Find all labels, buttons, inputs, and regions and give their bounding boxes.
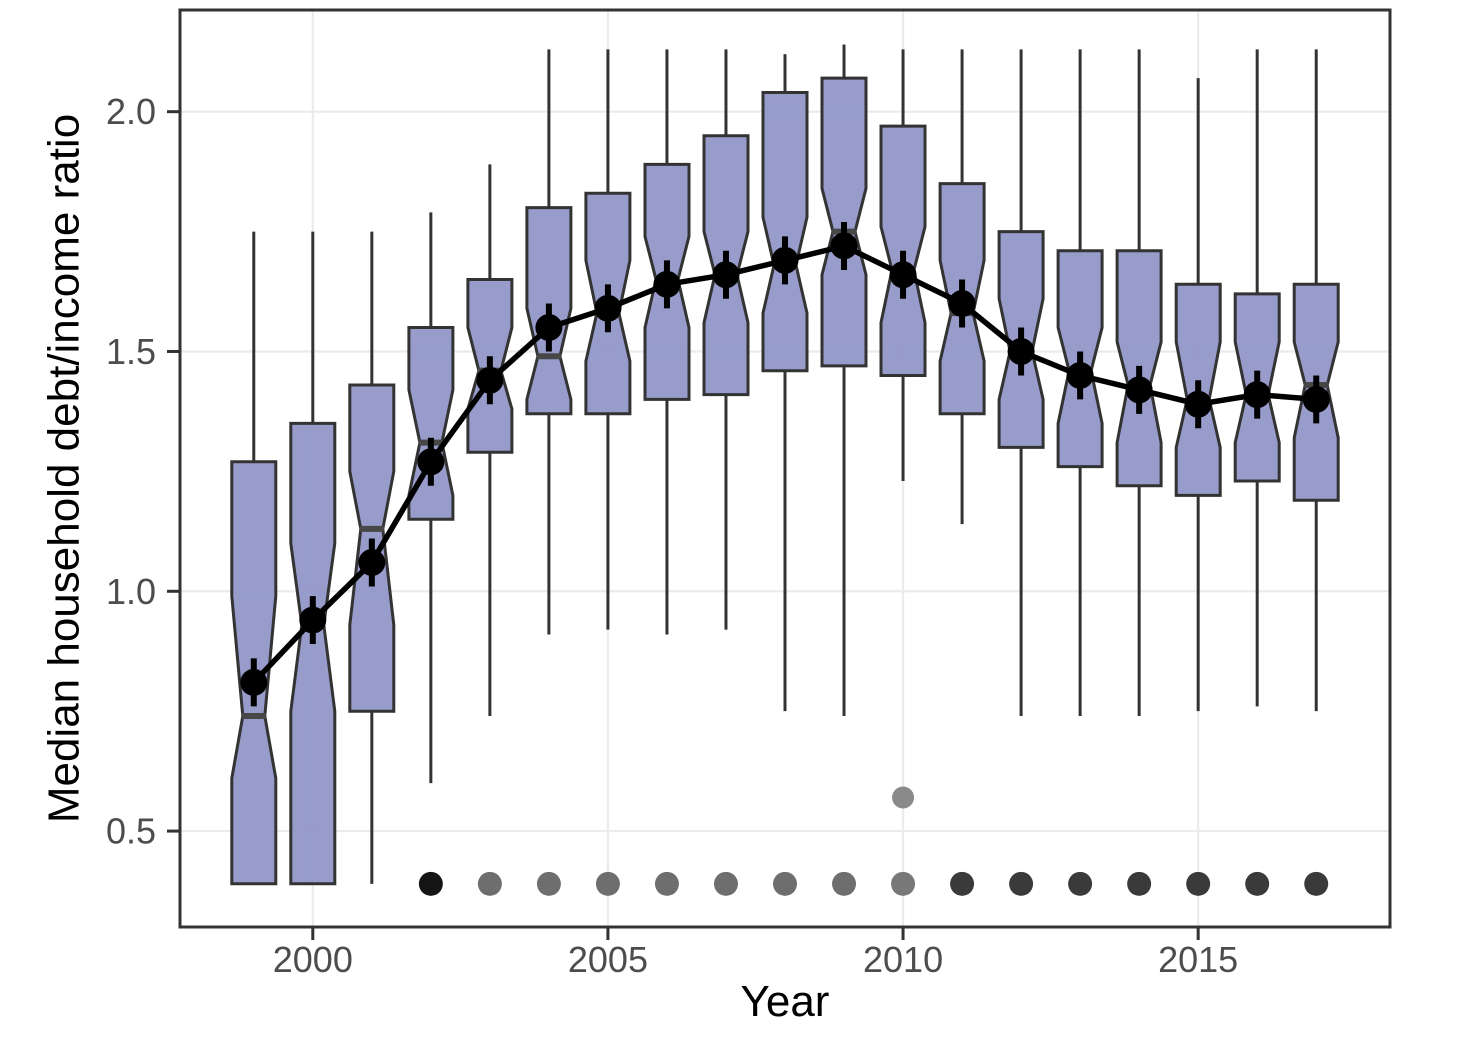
mean-point-2010 bbox=[889, 261, 917, 289]
bottom-dot-2011 bbox=[950, 871, 975, 896]
mean-point-2009 bbox=[830, 232, 858, 260]
boxplot-2002 bbox=[407, 212, 455, 784]
y-tick-label-1.0: 1.0 bbox=[106, 571, 156, 612]
mean-point-2003 bbox=[476, 366, 504, 394]
boxplots-layer bbox=[230, 44, 1340, 886]
bottom-dot-2007 bbox=[713, 871, 738, 896]
mean-point-2000 bbox=[299, 606, 327, 634]
bottom-dot-2014 bbox=[1127, 871, 1152, 896]
bottom-dot-2015 bbox=[1186, 871, 1211, 896]
mean-point-2007 bbox=[712, 261, 740, 289]
box-2000 bbox=[289, 421, 337, 886]
bottom-dot-2008 bbox=[773, 871, 797, 896]
bottom-dot-2013 bbox=[1068, 871, 1093, 896]
mean-point-2016 bbox=[1243, 381, 1271, 409]
mean-point-1999 bbox=[240, 668, 268, 696]
bottom-dot-2006 bbox=[654, 871, 679, 896]
mean-point-2015 bbox=[1184, 390, 1212, 418]
outlier-dot-2010 bbox=[892, 786, 915, 809]
bottom-dot-2002 bbox=[418, 871, 443, 896]
mean-point-2012 bbox=[1007, 337, 1035, 365]
mean-point-2017 bbox=[1302, 385, 1330, 413]
mean-point-2001 bbox=[358, 549, 386, 577]
bottom-dot-2004 bbox=[536, 871, 561, 896]
mean-point-2006 bbox=[653, 270, 681, 298]
mean-point-2002 bbox=[417, 448, 445, 476]
mean-point-2013 bbox=[1066, 361, 1094, 389]
bottom-dot-2003 bbox=[477, 871, 502, 896]
y-tick-label-2.0: 2.0 bbox=[106, 91, 156, 132]
mean-point-2014 bbox=[1125, 376, 1153, 404]
x-tick-label-2015: 2015 bbox=[1158, 939, 1238, 980]
box-2008 bbox=[761, 91, 809, 373]
x-tick-label-2005: 2005 bbox=[568, 939, 648, 980]
box-2002 bbox=[407, 326, 455, 521]
mean-point-2011 bbox=[948, 290, 976, 318]
y-tick-label-0.5: 0.5 bbox=[106, 811, 156, 852]
bottom-dot-2010 bbox=[891, 871, 916, 896]
y-axis-title: Median household debt/income ratio bbox=[40, 114, 89, 823]
x-axis-title: Year bbox=[741, 977, 830, 1026]
bottom-dot-2009 bbox=[832, 871, 857, 896]
boxplot-2008 bbox=[761, 54, 809, 712]
mean-point-2005 bbox=[594, 294, 622, 322]
bottom-dot-2012 bbox=[1009, 871, 1034, 896]
mean-point-2008 bbox=[771, 246, 799, 274]
bottom-dot-2005 bbox=[595, 871, 620, 896]
x-tick-label-2000: 2000 bbox=[273, 939, 353, 980]
bottom-dot-2017 bbox=[1304, 871, 1329, 896]
y-tick-label-1.5: 1.5 bbox=[106, 331, 156, 372]
bottom-dot-2016 bbox=[1245, 871, 1270, 896]
panel-border bbox=[178, 8, 1392, 929]
mean-point-2004 bbox=[535, 313, 563, 341]
x-tick-label-2010: 2010 bbox=[863, 939, 943, 980]
